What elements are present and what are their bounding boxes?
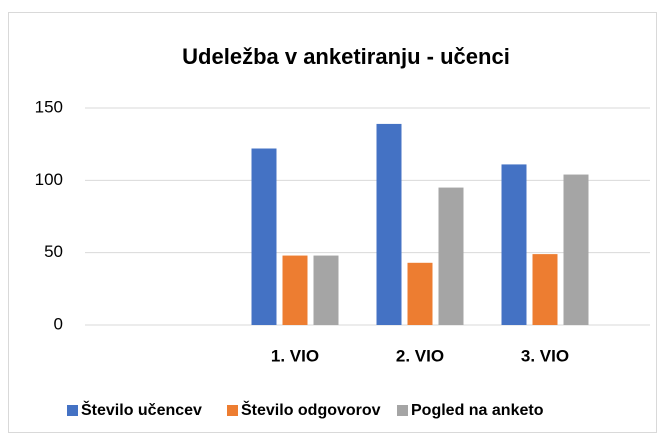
y-tick-label: 0 xyxy=(54,314,63,333)
legend-swatch xyxy=(397,405,408,416)
bar xyxy=(282,255,308,325)
bar xyxy=(313,255,339,325)
x-tick-label: 1. VIO xyxy=(271,346,319,365)
bar xyxy=(376,123,402,325)
bar xyxy=(251,148,277,325)
chart-frame xyxy=(8,12,657,433)
bar xyxy=(438,187,464,325)
x-tick-label: 2. VIO xyxy=(396,346,444,365)
x-tick-label: 3. VIO xyxy=(521,346,569,365)
y-tick-label: 100 xyxy=(35,170,63,189)
bar xyxy=(501,164,527,325)
legend-label: Pogled na anketo xyxy=(411,402,544,419)
bar xyxy=(532,254,558,325)
y-tick-label: 150 xyxy=(35,97,63,116)
legend-label: Število odgovorov xyxy=(241,400,381,419)
chart-title: Udeležba v anketiranju - učenci xyxy=(182,44,510,69)
legend-label: Število učencev xyxy=(81,400,202,419)
bar xyxy=(563,174,589,325)
legend-swatch xyxy=(67,405,78,416)
bar xyxy=(407,262,433,325)
legend-swatch xyxy=(227,405,238,416)
y-tick-label: 50 xyxy=(44,242,63,261)
